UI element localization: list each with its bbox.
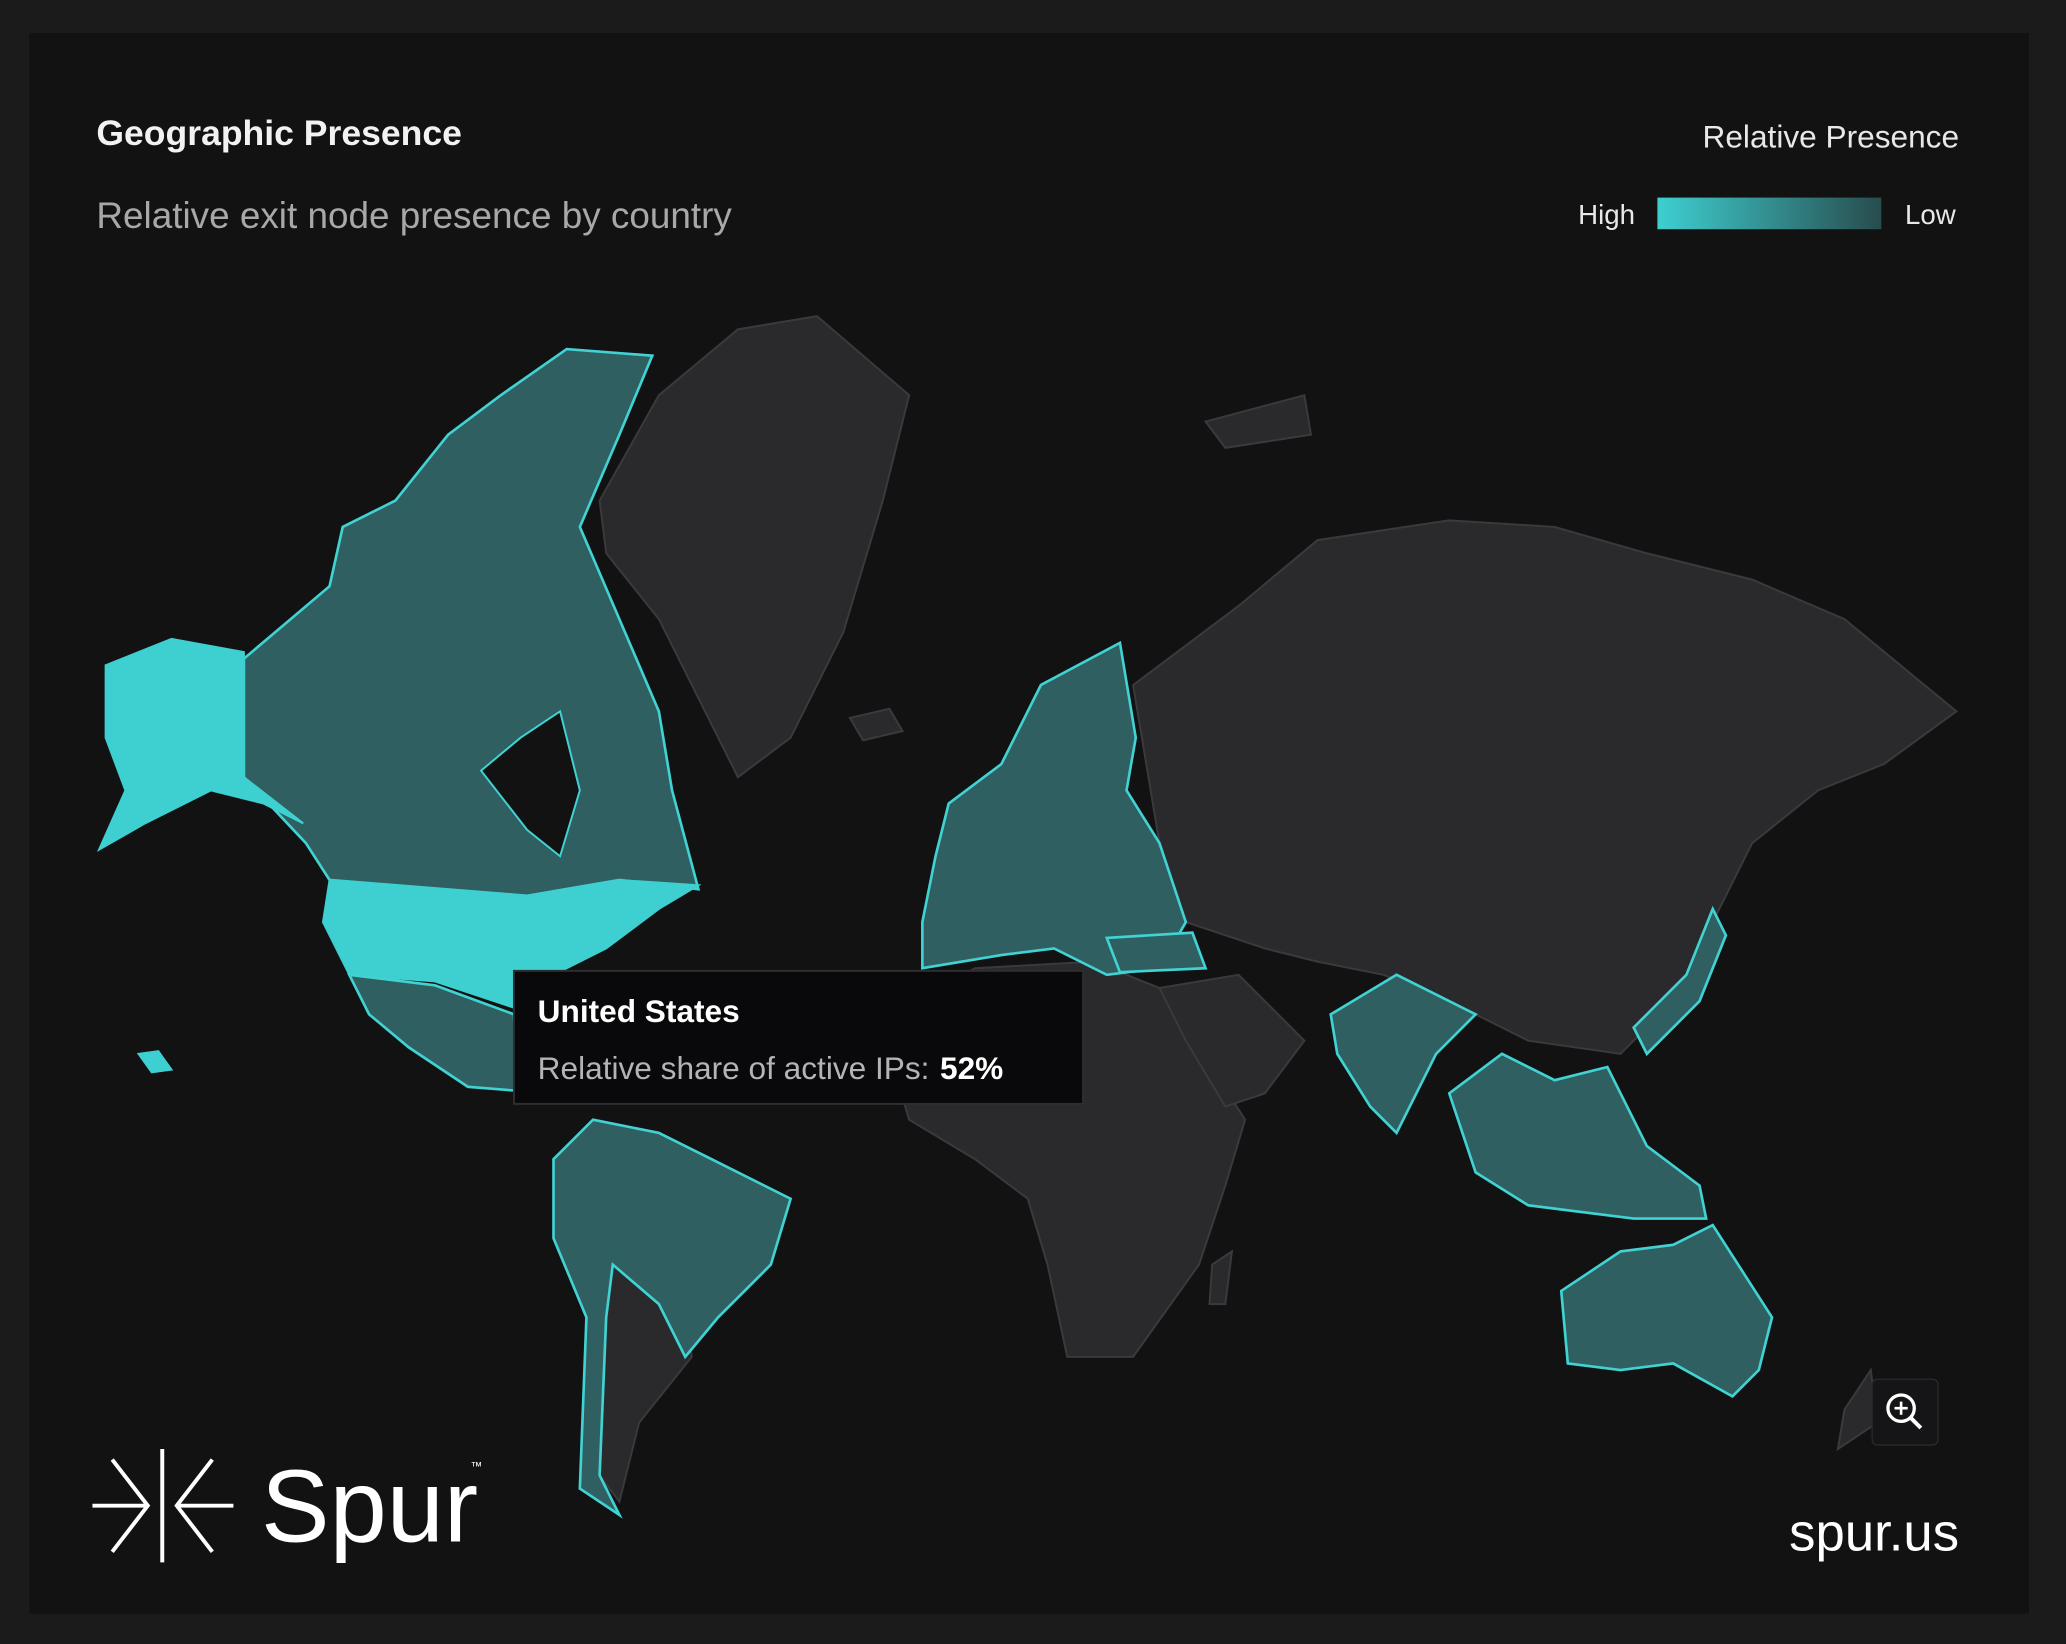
brand-url: spur.us — [1789, 1503, 1959, 1562]
greenland — [598, 315, 911, 779]
zoom-icon-handle — [1908, 1416, 1923, 1430]
legend-low: Low — [1905, 199, 1957, 230]
arctic-islands — [1203, 393, 1313, 449]
zoom-button-bg[interactable] — [1871, 1378, 1939, 1446]
title: Geographic Presence — [96, 113, 462, 153]
zoom-button[interactable] — [1871, 1378, 1939, 1446]
hudson-bay — [479, 709, 581, 858]
logo-stroke — [110, 1458, 151, 1553]
india — [1329, 973, 1478, 1136]
iceland — [848, 707, 905, 742]
logo-stroke — [174, 1458, 214, 1553]
south-america — [552, 1118, 793, 1519]
trademark: ™ — [471, 1459, 483, 1473]
subtitle: Relative exit node presence by country — [96, 195, 732, 236]
legend-title: Relative Presence — [1703, 119, 1960, 155]
world-map — [96, 315, 1959, 1519]
tooltip-country: United States — [538, 993, 740, 1029]
southeast-asia — [1447, 1052, 1708, 1220]
hawaii — [136, 1050, 174, 1074]
madagascar — [1208, 1249, 1234, 1306]
tooltip-box — [512, 969, 1085, 1105]
arabia — [1157, 973, 1306, 1108]
mexico — [347, 973, 518, 1093]
australia — [1559, 1223, 1774, 1398]
turkey — [1104, 931, 1208, 974]
japan — [1632, 905, 1728, 1057]
brand-name: Spur — [261, 1448, 478, 1563]
zoom-icon — [1886, 1393, 1916, 1424]
europe — [921, 640, 1188, 977]
tooltip-label: Relative share of active IPs: — [538, 1050, 930, 1086]
alaska — [96, 637, 304, 853]
tooltip-line: Relative share of active IPs: 52% — [538, 1050, 1004, 1086]
asia — [1132, 519, 1959, 1055]
legend-high: High — [1578, 199, 1635, 230]
legend-gradient — [1657, 197, 1882, 230]
tooltip: United States Relative share of active I… — [512, 969, 1085, 1105]
tooltip-value: 52% — [940, 1050, 1003, 1086]
spur-logo — [92, 1449, 234, 1563]
united-states — [321, 878, 702, 1009]
